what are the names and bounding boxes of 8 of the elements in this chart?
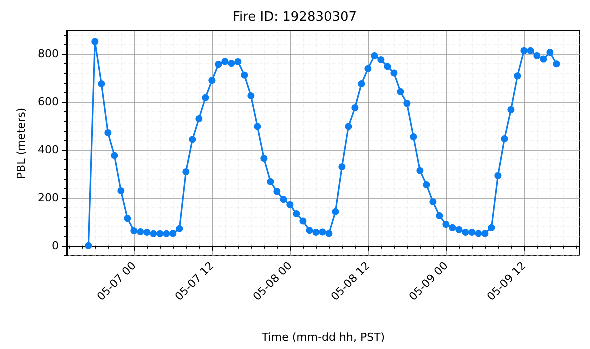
y-tick-label: 600: [38, 96, 59, 108]
chart-title: Fire ID: 192830307: [232, 10, 358, 25]
x-axis-title: Time (mm-dd hh, PST): [260, 331, 386, 344]
y-axis-title: PBL (meters): [15, 108, 28, 180]
y-tick-label: 0: [52, 239, 59, 252]
y-tick-label: 200: [38, 191, 59, 204]
y-tick-label: 400: [38, 143, 59, 156]
y-tick-label: 800: [38, 48, 59, 61]
